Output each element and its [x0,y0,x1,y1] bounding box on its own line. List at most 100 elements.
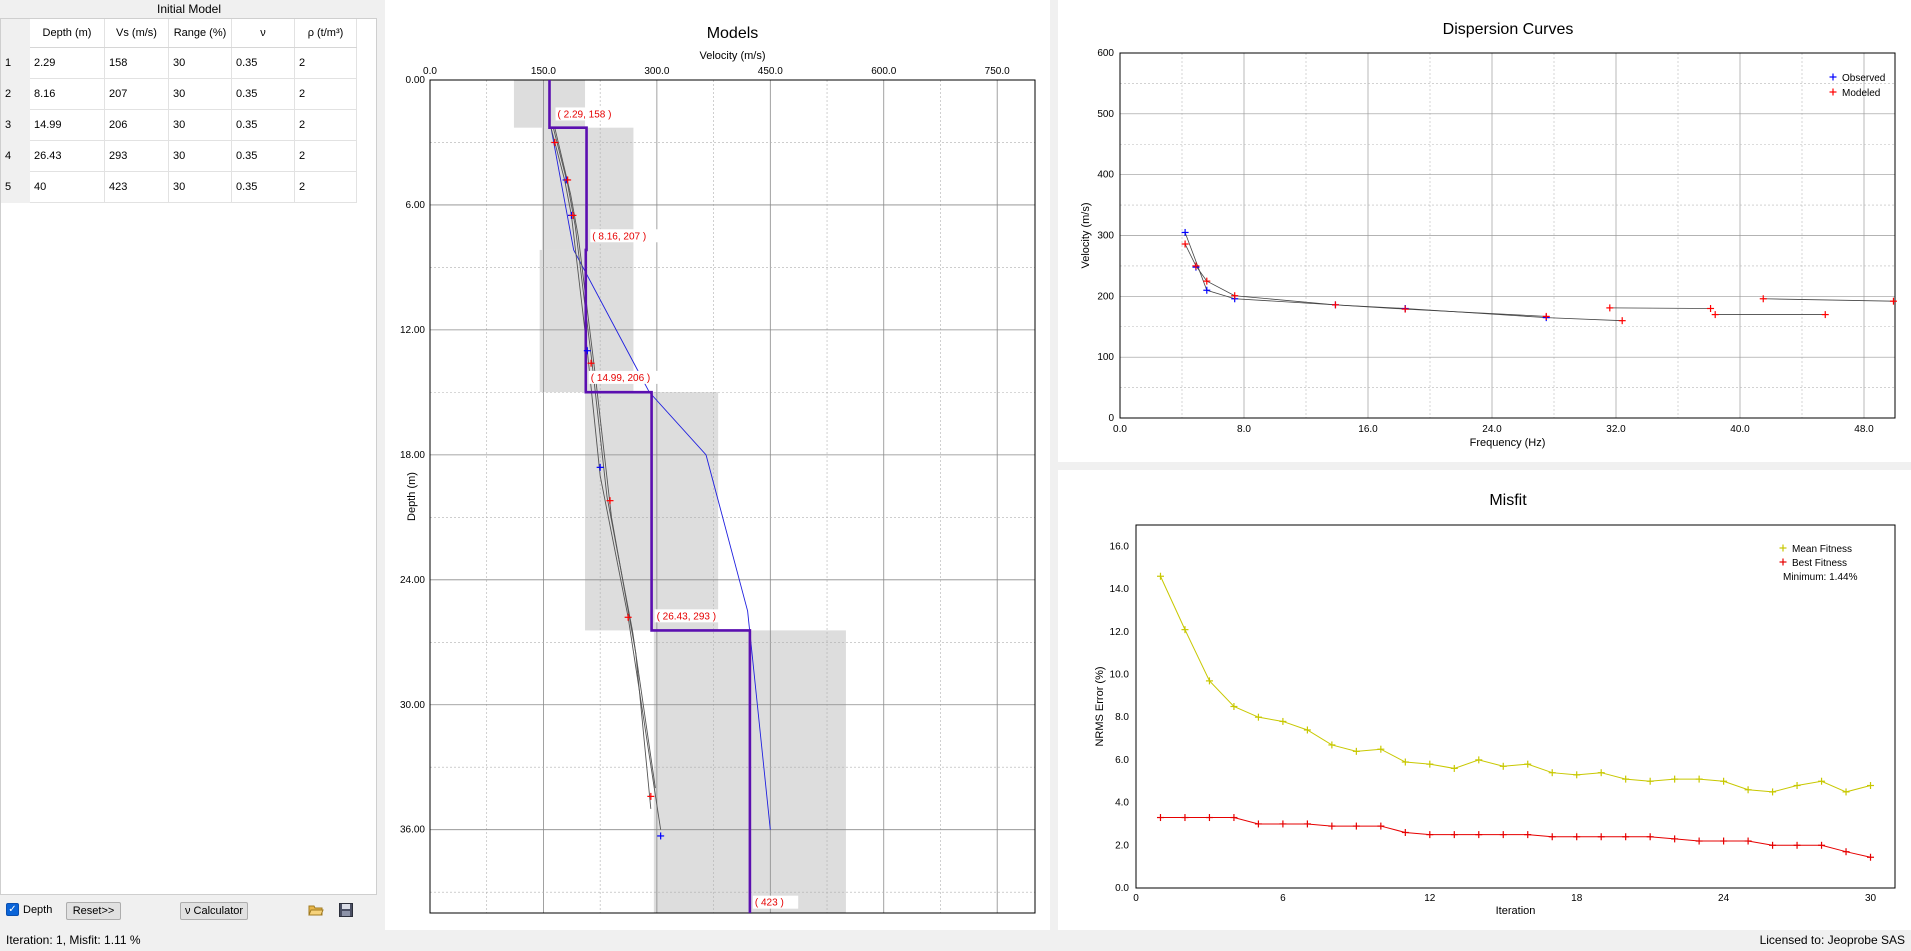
cell-range[interactable]: 30 [168,47,232,79]
cell-vs[interactable]: 206 [104,109,169,141]
cell-range[interactable]: 30 [168,140,232,172]
cell-vs[interactable]: 207 [104,78,169,110]
misfit-point [1377,745,1385,753]
floppy-disk-icon[interactable] [338,902,354,918]
misfit-point [1279,717,1287,725]
row-index-cell: 2 [1,78,30,110]
cell-range[interactable]: 30 [168,78,232,110]
misfit-y-tick-label: 14.0 [1110,584,1130,595]
models-panel: Models Velocity (m/s) Depth (m) 0.0 150.0 300… [385,0,1050,930]
column-header-depth[interactable]: Depth (m) [30,19,105,48]
row-index-cell: 1 [1,47,30,79]
best-model-step-line [548,80,752,913]
cell-depth[interactable]: 26.43 [30,140,105,172]
column-header-range[interactable]: Range (%) [168,19,232,48]
cell-vs[interactable]: 423 [104,171,169,203]
cell-nu[interactable]: 0.35 [231,140,295,172]
dispersion-curve-line [1609,307,1711,309]
cell-range[interactable]: 30 [168,109,232,141]
cell-rho[interactable]: 2 [294,109,357,141]
model-marker [596,463,604,471]
cell-nu[interactable]: 0.35 [231,171,295,203]
misfit-point [1867,853,1875,861]
cell-rho[interactable]: 2 [294,78,357,110]
dispersion-x-tick-label: 24.0 [1482,424,1502,435]
misfit-point [1303,726,1311,734]
misfit-point [1352,822,1360,830]
misfit-point [1450,831,1458,839]
misfit-x-tick-label: 6 [1280,893,1286,904]
misfit-point [1842,848,1850,856]
models-y-tick-label: 6.00 [406,200,426,211]
misfit-legend-label: Mean Fitness [1792,544,1852,555]
cell-depth[interactable]: 14.99 [30,109,105,141]
dispersion-x-tick-label: 48.0 [1854,424,1874,435]
misfit-point [1842,788,1850,796]
misfit-series-line [1160,576,1871,793]
dispersion-plot-frame [1119,52,1896,419]
legend-marker [1829,73,1837,81]
misfit-point [1524,831,1532,839]
cell-nu[interactable]: 0.35 [231,109,295,141]
misfit-point [1328,741,1336,749]
cell-depth[interactable]: 8.16 [30,78,105,110]
misfit-point [1646,833,1654,841]
cell-vs[interactable]: 158 [104,47,169,79]
initial-model-panel: Initial Model Depth (m) Vs (m/s) Range (… [0,0,378,930]
cell-rho[interactable]: 2 [294,47,357,79]
table-row[interactable]: 4 26.43 293 30 0.35 2 [1,140,357,172]
model-marker [606,497,614,505]
cell-nu[interactable]: 0.35 [231,78,295,110]
table-row[interactable]: 3 14.99 206 30 0.35 2 [1,109,357,141]
dispersion-title: Dispersion Curves [1443,21,1574,38]
dispersion-point [1821,311,1829,319]
table-row[interactable]: 1 2.29 158 30 0.35 2 [1,47,357,79]
nu-calculator-button[interactable]: ν Calculator [180,902,248,920]
dispersion-y-tick-label: 500 [1097,109,1114,120]
cell-rho[interactable]: 2 [294,171,357,203]
layer-label: ( 14.99, 206 ) [591,373,650,384]
dispersion-x-tick-label: 32.0 [1606,424,1626,435]
misfit-x-tick-label: 0 [1133,893,1139,904]
misfit-title: Misfit [1489,492,1527,509]
row-header-corner [1,19,30,48]
folder-open-icon[interactable] [308,902,324,918]
misfit-x-tick-label: 12 [1424,893,1436,904]
cell-depth[interactable]: 40 [30,171,105,203]
misfit-minimum-annotation: Minimum: 1.44% [1783,572,1858,583]
table-row[interactable]: 5 40 423 30 0.35 2 [1,171,357,203]
dispersion-x-axis-label: Frequency (Hz) [1470,437,1546,449]
column-header-rho[interactable]: ρ (t/m³) [294,19,357,48]
misfit-point [1573,771,1581,779]
models-y-tick-label: 30.00 [400,700,425,711]
models-plot-frame [429,79,1036,914]
status-bar: Iteration: 1, Misfit: 1.11 % Licensed to… [0,930,1911,951]
cell-nu[interactable]: 0.35 [231,47,295,79]
cell-depth[interactable]: 2.29 [30,47,105,79]
cell-rho[interactable]: 2 [294,140,357,172]
cell-range[interactable]: 30 [168,171,232,203]
dispersion-curve-line [1184,232,1623,322]
depth-checkbox[interactable]: ✓ Depth [6,903,52,916]
initial-model-grid[interactable]: Depth (m) Vs (m/s) Range (%) ν ρ (t/m³) … [0,18,377,895]
column-header-nu[interactable]: ν [231,19,295,48]
layer-label-bg [590,229,671,243]
models-x-tick-label: 750.0 [985,66,1010,77]
misfit-point [1499,762,1507,770]
dispersion-point [1231,292,1239,300]
dispersion-point [1759,295,1767,303]
dispersion-y-tick-label: 100 [1097,352,1114,363]
reset-button[interactable]: Reset>> [66,902,121,920]
gradient-model-line [552,127,656,789]
model-marker [657,832,665,840]
dispersion-chart: Dispersion Curves Frequency (Hz) Velocity … [1080,21,1897,449]
column-header-vs[interactable]: Vs (m/s) [104,19,169,48]
dispersion-y-tick-label: 300 [1097,231,1114,242]
model-toolbar: ✓ Depth Reset>> ν Calculator [0,900,378,922]
misfit-point [1279,820,1287,828]
cell-vs[interactable]: 293 [104,140,169,172]
checkbox-check-icon[interactable]: ✓ [6,903,19,916]
table-row[interactable]: 2 8.16 207 30 0.35 2 [1,78,357,110]
misfit-point [1156,572,1164,580]
misfit-point [1793,782,1801,790]
